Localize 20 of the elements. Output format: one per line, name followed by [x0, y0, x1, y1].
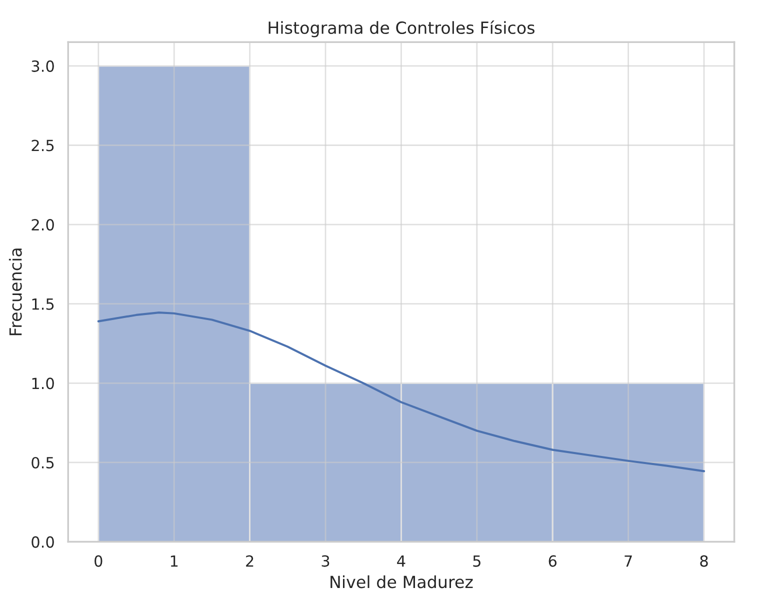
- x-tick-label: 3: [322, 555, 330, 567]
- x-axis-title: Nivel de Madurez: [330, 575, 473, 588]
- y-tick-label: 0.0: [32, 536, 54, 548]
- x-tick-label: 8: [700, 555, 708, 567]
- y-tick-label: 1.0: [32, 378, 54, 390]
- chart-title: Histograma de Controles Físicos: [268, 20, 534, 38]
- y-tick-label: 1.5: [32, 298, 54, 310]
- x-tick-label: 7: [624, 555, 632, 567]
- line-series: [97, 312, 706, 472]
- y-tick-label: 3.0: [32, 60, 54, 72]
- x-tick-label: 6: [548, 555, 557, 567]
- x-tick-label: 5: [473, 555, 480, 567]
- x-tick-label: 0: [94, 555, 102, 567]
- x-tick-label: 1: [170, 555, 178, 567]
- y-tick-label: 2.0: [32, 219, 54, 231]
- y-tick-label: 0.5: [32, 456, 54, 469]
- y-axis-title: Frecuencia: [8, 248, 22, 336]
- x-tick-label: 2: [246, 555, 254, 567]
- y-tick-label: 2.5: [32, 140, 54, 152]
- x-tick-label: 4: [397, 555, 406, 567]
